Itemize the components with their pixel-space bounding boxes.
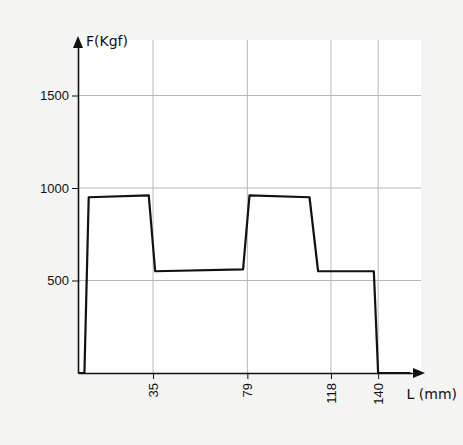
plot: 35 79 118 140 500 1000 1500 — [40, 36, 425, 405]
tick-mark — [72, 281, 78, 282]
tick-mark — [153, 373, 154, 379]
axis-arrow — [413, 368, 425, 378]
grid — [78, 40, 421, 373]
tick: 140 — [371, 373, 386, 405]
tick-label: 500 — [47, 273, 69, 288]
grid-line — [153, 40, 154, 373]
tick-mark — [247, 373, 248, 379]
plot-background — [78, 40, 421, 373]
tick: 118 — [324, 373, 339, 404]
tick: 1000 — [40, 181, 78, 196]
tick-label: 35 — [146, 383, 161, 397]
tick-label: 118 — [324, 383, 339, 404]
grid-line — [78, 280, 421, 281]
tick: 35 — [146, 373, 161, 397]
axis-arrow — [73, 36, 83, 48]
tick-label: 1500 — [40, 88, 69, 103]
x-axis-title: L (mm) — [407, 386, 457, 402]
tick: 79 — [240, 373, 255, 397]
x-axis: 35 79 118 140 — [79, 373, 422, 405]
y-axis-title: F(Kgf) — [86, 33, 128, 49]
tick: 1500 — [40, 88, 78, 103]
y-axis: 500 1000 1500 — [40, 41, 78, 374]
axis-line — [79, 373, 422, 375]
grid-line — [78, 95, 421, 96]
tick-mark — [72, 96, 78, 97]
tick-mark — [331, 373, 332, 379]
grid-line — [378, 40, 379, 373]
grid-line — [78, 188, 421, 189]
force-line — [78, 195, 410, 373]
series — [78, 195, 410, 373]
chart: 35 79 118 140 500 1000 1500 F(Kgf) L (mm) — [0, 0, 463, 445]
tick-label: 79 — [240, 383, 255, 397]
tick-label: 1000 — [40, 181, 69, 196]
tick: 500 — [47, 273, 78, 288]
grid-line — [330, 40, 331, 373]
tick-mark — [378, 373, 379, 379]
tick-label: 140 — [371, 383, 386, 405]
tick-mark — [72, 188, 78, 189]
axis-line — [78, 41, 80, 374]
